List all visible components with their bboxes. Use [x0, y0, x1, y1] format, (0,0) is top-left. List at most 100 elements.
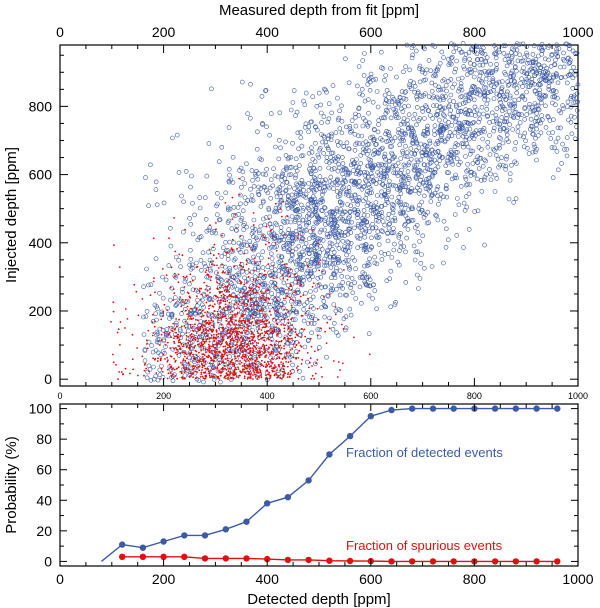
scatter-point-spurious	[261, 320, 263, 323]
scatter-point-detected	[504, 154, 510, 159]
scatter-point-spurious	[213, 303, 216, 305]
scatter-point-detected	[550, 175, 556, 180]
scatter-point-detected	[393, 183, 398, 189]
scatter-point-spurious	[228, 373, 231, 376]
scatter-point-spurious	[196, 319, 199, 322]
scatter-point-detected	[295, 182, 301, 188]
scatter-point-detected	[558, 125, 563, 131]
scatter-point-spurious	[185, 368, 188, 371]
scatter-point-spurious	[204, 348, 207, 351]
scatter-point-spurious	[188, 344, 191, 347]
scatter-point-spurious	[221, 356, 224, 359]
scatter-point-spurious	[253, 333, 255, 336]
scatter-point-spurious	[206, 289, 209, 292]
scatter-point-spurious	[239, 235, 242, 238]
scatter-point-detected	[280, 182, 285, 188]
scatter-point-spurious	[246, 358, 248, 360]
scatter-point-detected	[382, 222, 388, 228]
scatter-point-detected	[396, 195, 402, 200]
scatter-point-detected	[242, 181, 248, 186]
scatter-point-spurious	[202, 324, 205, 327]
scatter-point-detected	[527, 84, 532, 89]
scatter-point-detected	[461, 245, 466, 250]
scatter-point-detected	[398, 156, 404, 161]
scatter-point-spurious	[252, 370, 255, 372]
scatter-point-spurious	[182, 365, 185, 367]
scatter-point-detected	[388, 268, 394, 274]
scatter-point-spurious	[199, 376, 202, 378]
scatter-point-detected	[460, 134, 466, 139]
scatter-point-spurious	[257, 354, 260, 357]
scatter-point-detected	[437, 104, 443, 110]
scatter-point-detected	[272, 235, 278, 241]
scatter-point-detected	[305, 247, 311, 252]
scatter-point-spurious	[302, 294, 305, 296]
scatter-point-detected	[374, 142, 379, 147]
scatter-point-spurious	[287, 270, 290, 273]
top-x-tick-label: 1000	[562, 24, 593, 40]
scatter-point-spurious	[188, 310, 190, 312]
scatter-point-spurious	[276, 376, 279, 379]
scatter-point-spurious	[192, 372, 195, 375]
scatter-point-spurious	[229, 294, 232, 297]
scatter-point-spurious	[229, 330, 232, 333]
scatter-point-detected	[190, 262, 195, 268]
scatter-point-detected	[238, 266, 243, 272]
scatter-point-detected	[428, 184, 434, 189]
scatter-point-detected	[272, 280, 277, 286]
scatter-point-detected	[522, 105, 528, 110]
scatter-point-detected	[335, 176, 340, 182]
scatter-point-detected	[567, 46, 572, 52]
scatter-point-detected	[441, 260, 446, 266]
scatter-point-detected	[550, 100, 555, 106]
scatter-point-detected	[399, 178, 404, 183]
scatter-point-spurious	[247, 299, 250, 302]
scatter-point-detected	[521, 70, 527, 75]
scatter-point-detected	[227, 265, 233, 271]
scatter-point-detected	[330, 326, 336, 332]
middle-x-tick-label: 1000	[568, 391, 588, 401]
scatter-point-spurious	[237, 303, 240, 306]
scatter-point-spurious	[190, 318, 193, 320]
scatter-point-detected	[462, 58, 467, 63]
scatter-point-detected	[186, 323, 192, 329]
scatter-point-detected	[153, 187, 159, 192]
scatter-point-spurious	[239, 326, 242, 329]
scatter-point-detected	[238, 192, 243, 198]
scatter-point-spurious	[247, 365, 249, 368]
scatter-point-detected	[365, 82, 371, 87]
scatter-point-detected	[306, 220, 312, 225]
scatter-point-detected	[286, 155, 292, 161]
scatter-point-detected	[312, 178, 318, 183]
scatter-point-spurious	[271, 370, 274, 373]
scatter-point-detected	[383, 131, 388, 137]
scatter-point-detected	[227, 172, 232, 178]
scatter-point-spurious	[244, 292, 247, 295]
scatter-point-spurious	[255, 371, 258, 374]
scatter-point-spurious	[272, 353, 274, 355]
scatter-point-spurious	[249, 370, 252, 372]
scatter-point-spurious	[256, 319, 259, 322]
scatter-point-detected	[283, 139, 288, 145]
scatter-point-spurious	[181, 310, 184, 313]
scatter-point-spurious	[141, 355, 144, 358]
scatter-point-spurious	[289, 354, 292, 357]
scatter-point-detected	[448, 155, 453, 161]
scatter-point-detected	[306, 124, 312, 129]
scatter-point-detected	[216, 159, 222, 164]
scatter-point-spurious	[283, 297, 285, 300]
scatter-point-detected	[341, 144, 347, 149]
scatter-point-spurious	[251, 249, 253, 251]
scatter-point-detected	[303, 241, 309, 246]
scatter-point-spurious	[269, 375, 272, 378]
scatter-point-detected	[239, 309, 244, 315]
scatter-point-detected	[417, 276, 423, 281]
scatter-point-detected	[339, 130, 345, 136]
scatter-point-detected	[339, 273, 345, 279]
scatter-point-detected	[435, 149, 441, 154]
scatter-point-detected	[412, 112, 418, 117]
scatter-point-detected	[259, 94, 265, 99]
scatter-point-detected	[444, 158, 450, 164]
scatter-point-detected	[481, 126, 487, 131]
